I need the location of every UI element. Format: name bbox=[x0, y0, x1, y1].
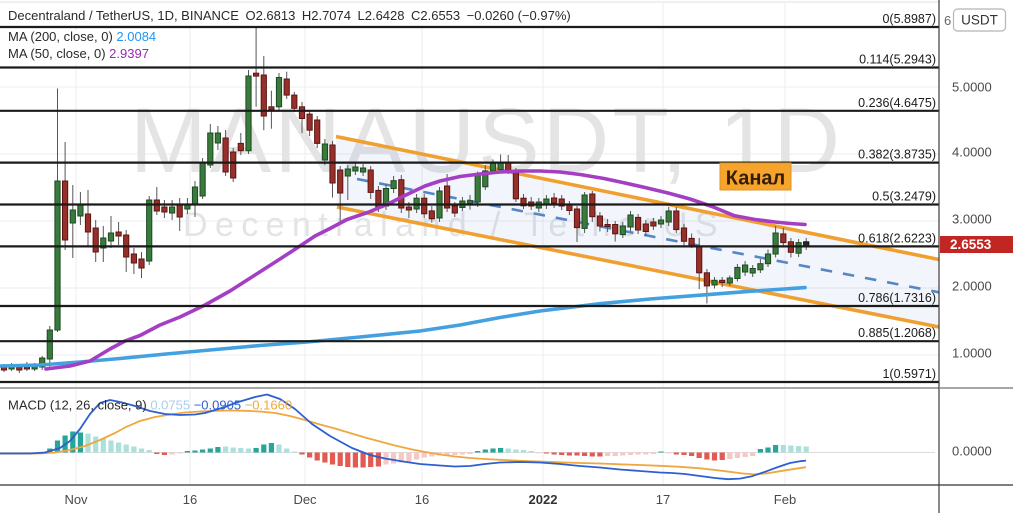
svg-text:3.0000: 3.0000 bbox=[952, 212, 992, 227]
svg-text:1(0.5971): 1(0.5971) bbox=[882, 367, 936, 381]
svg-text:2.6553: 2.6553 bbox=[950, 237, 992, 252]
svg-text:6: 6 bbox=[944, 13, 951, 28]
svg-text:Decentraland / TetherUS, 1D, B: Decentraland / TetherUS, 1D, BINANCE O2.… bbox=[8, 8, 571, 23]
svg-text:MA (50, close, 0) 2.9397: MA (50, close, 0) 2.9397 bbox=[8, 46, 149, 61]
svg-text:Nov: Nov bbox=[64, 492, 88, 507]
svg-text:0.885(1.2068): 0.885(1.2068) bbox=[858, 326, 936, 340]
svg-text:USDT: USDT bbox=[961, 13, 998, 28]
svg-text:0.0000: 0.0000 bbox=[952, 444, 992, 459]
svg-text:16: 16 bbox=[183, 492, 197, 507]
svg-text:5.0000: 5.0000 bbox=[952, 80, 992, 95]
svg-text:0(5.8987): 0(5.8987) bbox=[882, 12, 936, 26]
svg-text:0.382(3.8735): 0.382(3.8735) bbox=[858, 148, 936, 162]
svg-text:MACD (12, 26, close, 9) 0.0755: MACD (12, 26, close, 9) 0.0755 −0.0905 −… bbox=[8, 398, 292, 413]
svg-text:Feb: Feb bbox=[774, 492, 796, 507]
svg-text:16: 16 bbox=[415, 492, 429, 507]
svg-text:1.0000: 1.0000 bbox=[952, 346, 992, 361]
svg-text:2022: 2022 bbox=[529, 492, 558, 507]
svg-text:4.0000: 4.0000 bbox=[952, 145, 992, 160]
svg-text:MA (200, close, 0) 2.0084: MA (200, close, 0) 2.0084 bbox=[8, 29, 156, 44]
svg-text:0.114(5.2943): 0.114(5.2943) bbox=[859, 53, 936, 67]
svg-text:0.236(4.6475): 0.236(4.6475) bbox=[858, 96, 936, 110]
svg-text:Dec: Dec bbox=[293, 492, 317, 507]
svg-text:0.5(3.2479): 0.5(3.2479) bbox=[872, 190, 936, 204]
svg-text:2.0000: 2.0000 bbox=[952, 279, 992, 294]
svg-text:Канал: Канал bbox=[726, 168, 785, 190]
svg-text:0.618(2.6223): 0.618(2.6223) bbox=[858, 231, 936, 245]
svg-text:0.786(1.7316): 0.786(1.7316) bbox=[858, 291, 936, 305]
svg-text:17: 17 bbox=[656, 492, 670, 507]
